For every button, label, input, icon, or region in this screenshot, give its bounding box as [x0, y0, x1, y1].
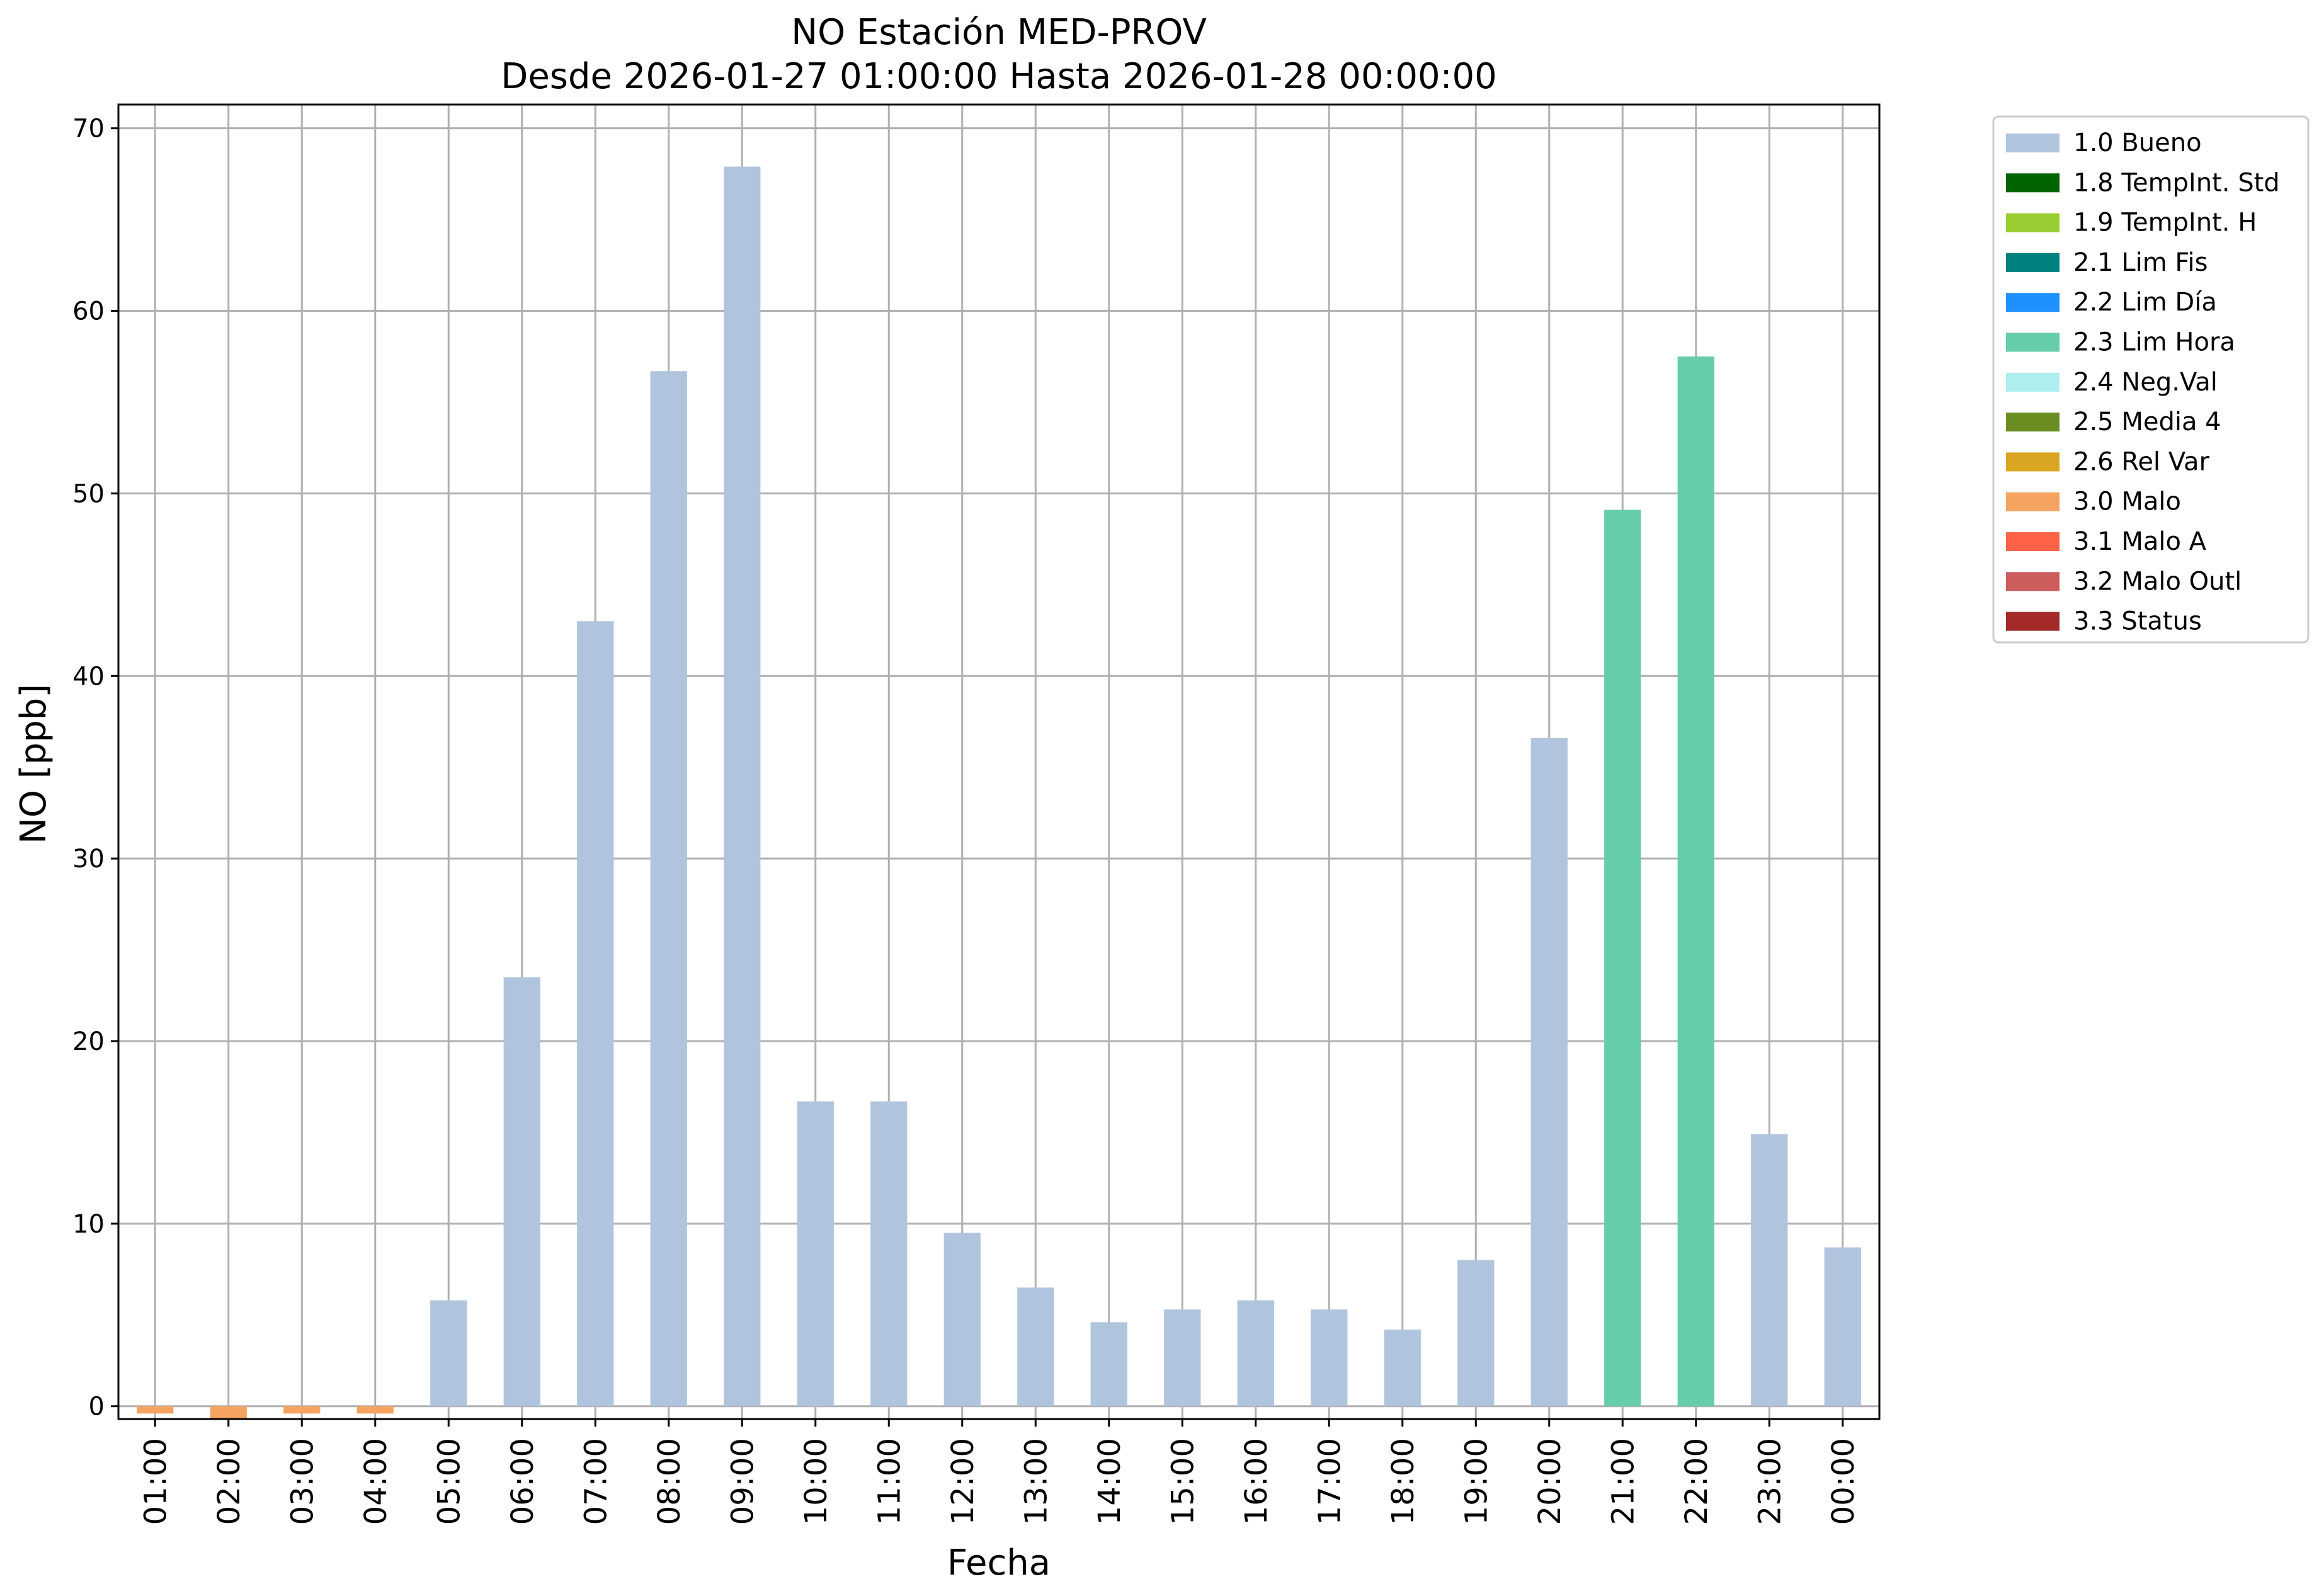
bar-1500 [1164, 1309, 1201, 1406]
legend-label: 2.1 Lim Fis [2073, 248, 2208, 277]
bar-1000 [797, 1101, 834, 1406]
legend-label: 2.6 Rel Var [2073, 447, 2210, 476]
bar-2000 [1530, 738, 1568, 1406]
legend-label: 3.2 Malo Outl [2073, 567, 2242, 596]
legend-label: 3.0 Malo [2073, 487, 2181, 516]
x-tick-label: 02:00 [212, 1438, 247, 1525]
legend-label: 3.1 Malo A [2073, 527, 2207, 556]
legend-swatch [2006, 134, 2060, 152]
x-tick-label: 23:00 [1752, 1438, 1787, 1525]
legend: 1.0 Bueno 1.8 TempInt. Std 1.9 TempInt. H 2… [1992, 115, 2310, 644]
y-tick-label: 20 [72, 1027, 105, 1056]
bar-2200 [1677, 356, 1714, 1406]
legend-label: 1.8 TempInt. Std [2073, 168, 2280, 197]
x-tick-label: 18:00 [1386, 1438, 1421, 1525]
x-tick-label: 03:00 [285, 1438, 320, 1525]
legend-swatch [2006, 213, 2060, 232]
x-tick-label: 10:00 [799, 1438, 834, 1525]
bar-0900 [724, 166, 761, 1406]
bar-0800 [650, 371, 687, 1406]
x-tick-label: 05:00 [431, 1438, 467, 1525]
x-axis: 01:00 02:00 03:00 04:00 05:00 06:00 07:00 08:00… [138, 1419, 1861, 1525]
y-tick-label: 50 [72, 479, 105, 508]
x-tick-label: 11:00 [872, 1438, 907, 1525]
y-axis: 0 10 20 30 40 50 60 70 [72, 115, 118, 1422]
bars [137, 166, 1861, 1419]
bar-0600 [503, 977, 540, 1406]
bar-0300 [283, 1406, 321, 1414]
bar-1700 [1311, 1309, 1348, 1406]
x-tick-label: 19:00 [1459, 1438, 1494, 1525]
chart-title: NO Estación MED-PROV [791, 12, 1207, 53]
x-tick-label: 22:00 [1679, 1438, 1714, 1525]
legend-label: 1.9 TempInt. H [2073, 208, 2257, 237]
x-tick-label: 13:00 [1018, 1438, 1054, 1525]
x-tick-label: 21:00 [1605, 1438, 1641, 1525]
legend-swatch [2006, 413, 2060, 432]
x-tick-label: 08:00 [652, 1438, 687, 1525]
bar-0700 [577, 621, 614, 1406]
legend-swatch [2006, 173, 2060, 193]
x-axis-label: Fecha [947, 1542, 1051, 1583]
bar-0500 [430, 1300, 467, 1406]
y-tick-label: 70 [72, 115, 105, 144]
bar-1600 [1237, 1300, 1274, 1406]
bar-1800 [1384, 1329, 1421, 1406]
chart-subtitle: Desde 2026-01-27 01:00:00 Hasta 2026-01-… [501, 56, 1497, 97]
x-tick-label: 06:00 [505, 1438, 540, 1525]
y-axis-label: NO [ppb] [13, 684, 54, 844]
legend-swatch [2006, 253, 2060, 272]
y-tick-label: 40 [72, 662, 105, 691]
legend-box [1992, 115, 2310, 644]
x-tick-label: 09:00 [725, 1438, 760, 1525]
legend-swatch [2006, 372, 2060, 392]
x-tick-label: 16:00 [1239, 1438, 1274, 1525]
bar-1300 [1017, 1287, 1054, 1406]
bar-2100 [1604, 510, 1641, 1406]
bar-0100 [137, 1406, 174, 1414]
bar-0200 [210, 1406, 247, 1419]
y-tick-label: 10 [72, 1210, 105, 1239]
legend-label: 2.2 Lim Día [2073, 288, 2217, 317]
legend-label: 2.4 Neg.Val [2073, 368, 2218, 397]
bar-1900 [1457, 1260, 1495, 1406]
legend-label: 1.0 Bueno [2073, 128, 2202, 157]
y-tick-label: 30 [72, 845, 105, 874]
x-tick-label: 17:00 [1312, 1438, 1347, 1525]
legend-label: 2.5 Media 4 [2073, 408, 2221, 436]
legend-swatch [2006, 612, 2060, 631]
legend-swatch [2006, 572, 2060, 591]
y-tick-label: 0 [89, 1393, 105, 1422]
x-tick-label: 15:00 [1165, 1438, 1200, 1525]
legend-swatch [2006, 333, 2060, 352]
bar-2300 [1751, 1134, 1788, 1406]
x-tick-label: 04:00 [358, 1438, 394, 1525]
x-tick-label: 00:00 [1826, 1438, 1861, 1525]
x-tick-label: 12:00 [945, 1438, 981, 1525]
x-tick-label: 14:00 [1092, 1438, 1127, 1525]
legend-swatch [2006, 492, 2060, 511]
bar-1200 [943, 1233, 981, 1406]
plot-frame [117, 103, 1881, 1420]
x-tick-label: 07:00 [578, 1438, 613, 1525]
bar-0400 [356, 1406, 394, 1414]
bar-1400 [1090, 1322, 1127, 1406]
bar-0000 [1824, 1247, 1861, 1406]
legend-swatch [2006, 532, 2060, 551]
y-tick-label: 60 [72, 297, 105, 326]
x-tick-label: 01:00 [138, 1438, 173, 1525]
bar-1100 [870, 1101, 908, 1406]
legend-swatch [2006, 293, 2060, 312]
legend-swatch [2006, 452, 2060, 472]
x-tick-label: 20:00 [1532, 1438, 1568, 1525]
legend-label: 2.3 Lim Hora [2073, 328, 2235, 357]
legend-label: 3.3 Status [2073, 607, 2202, 636]
